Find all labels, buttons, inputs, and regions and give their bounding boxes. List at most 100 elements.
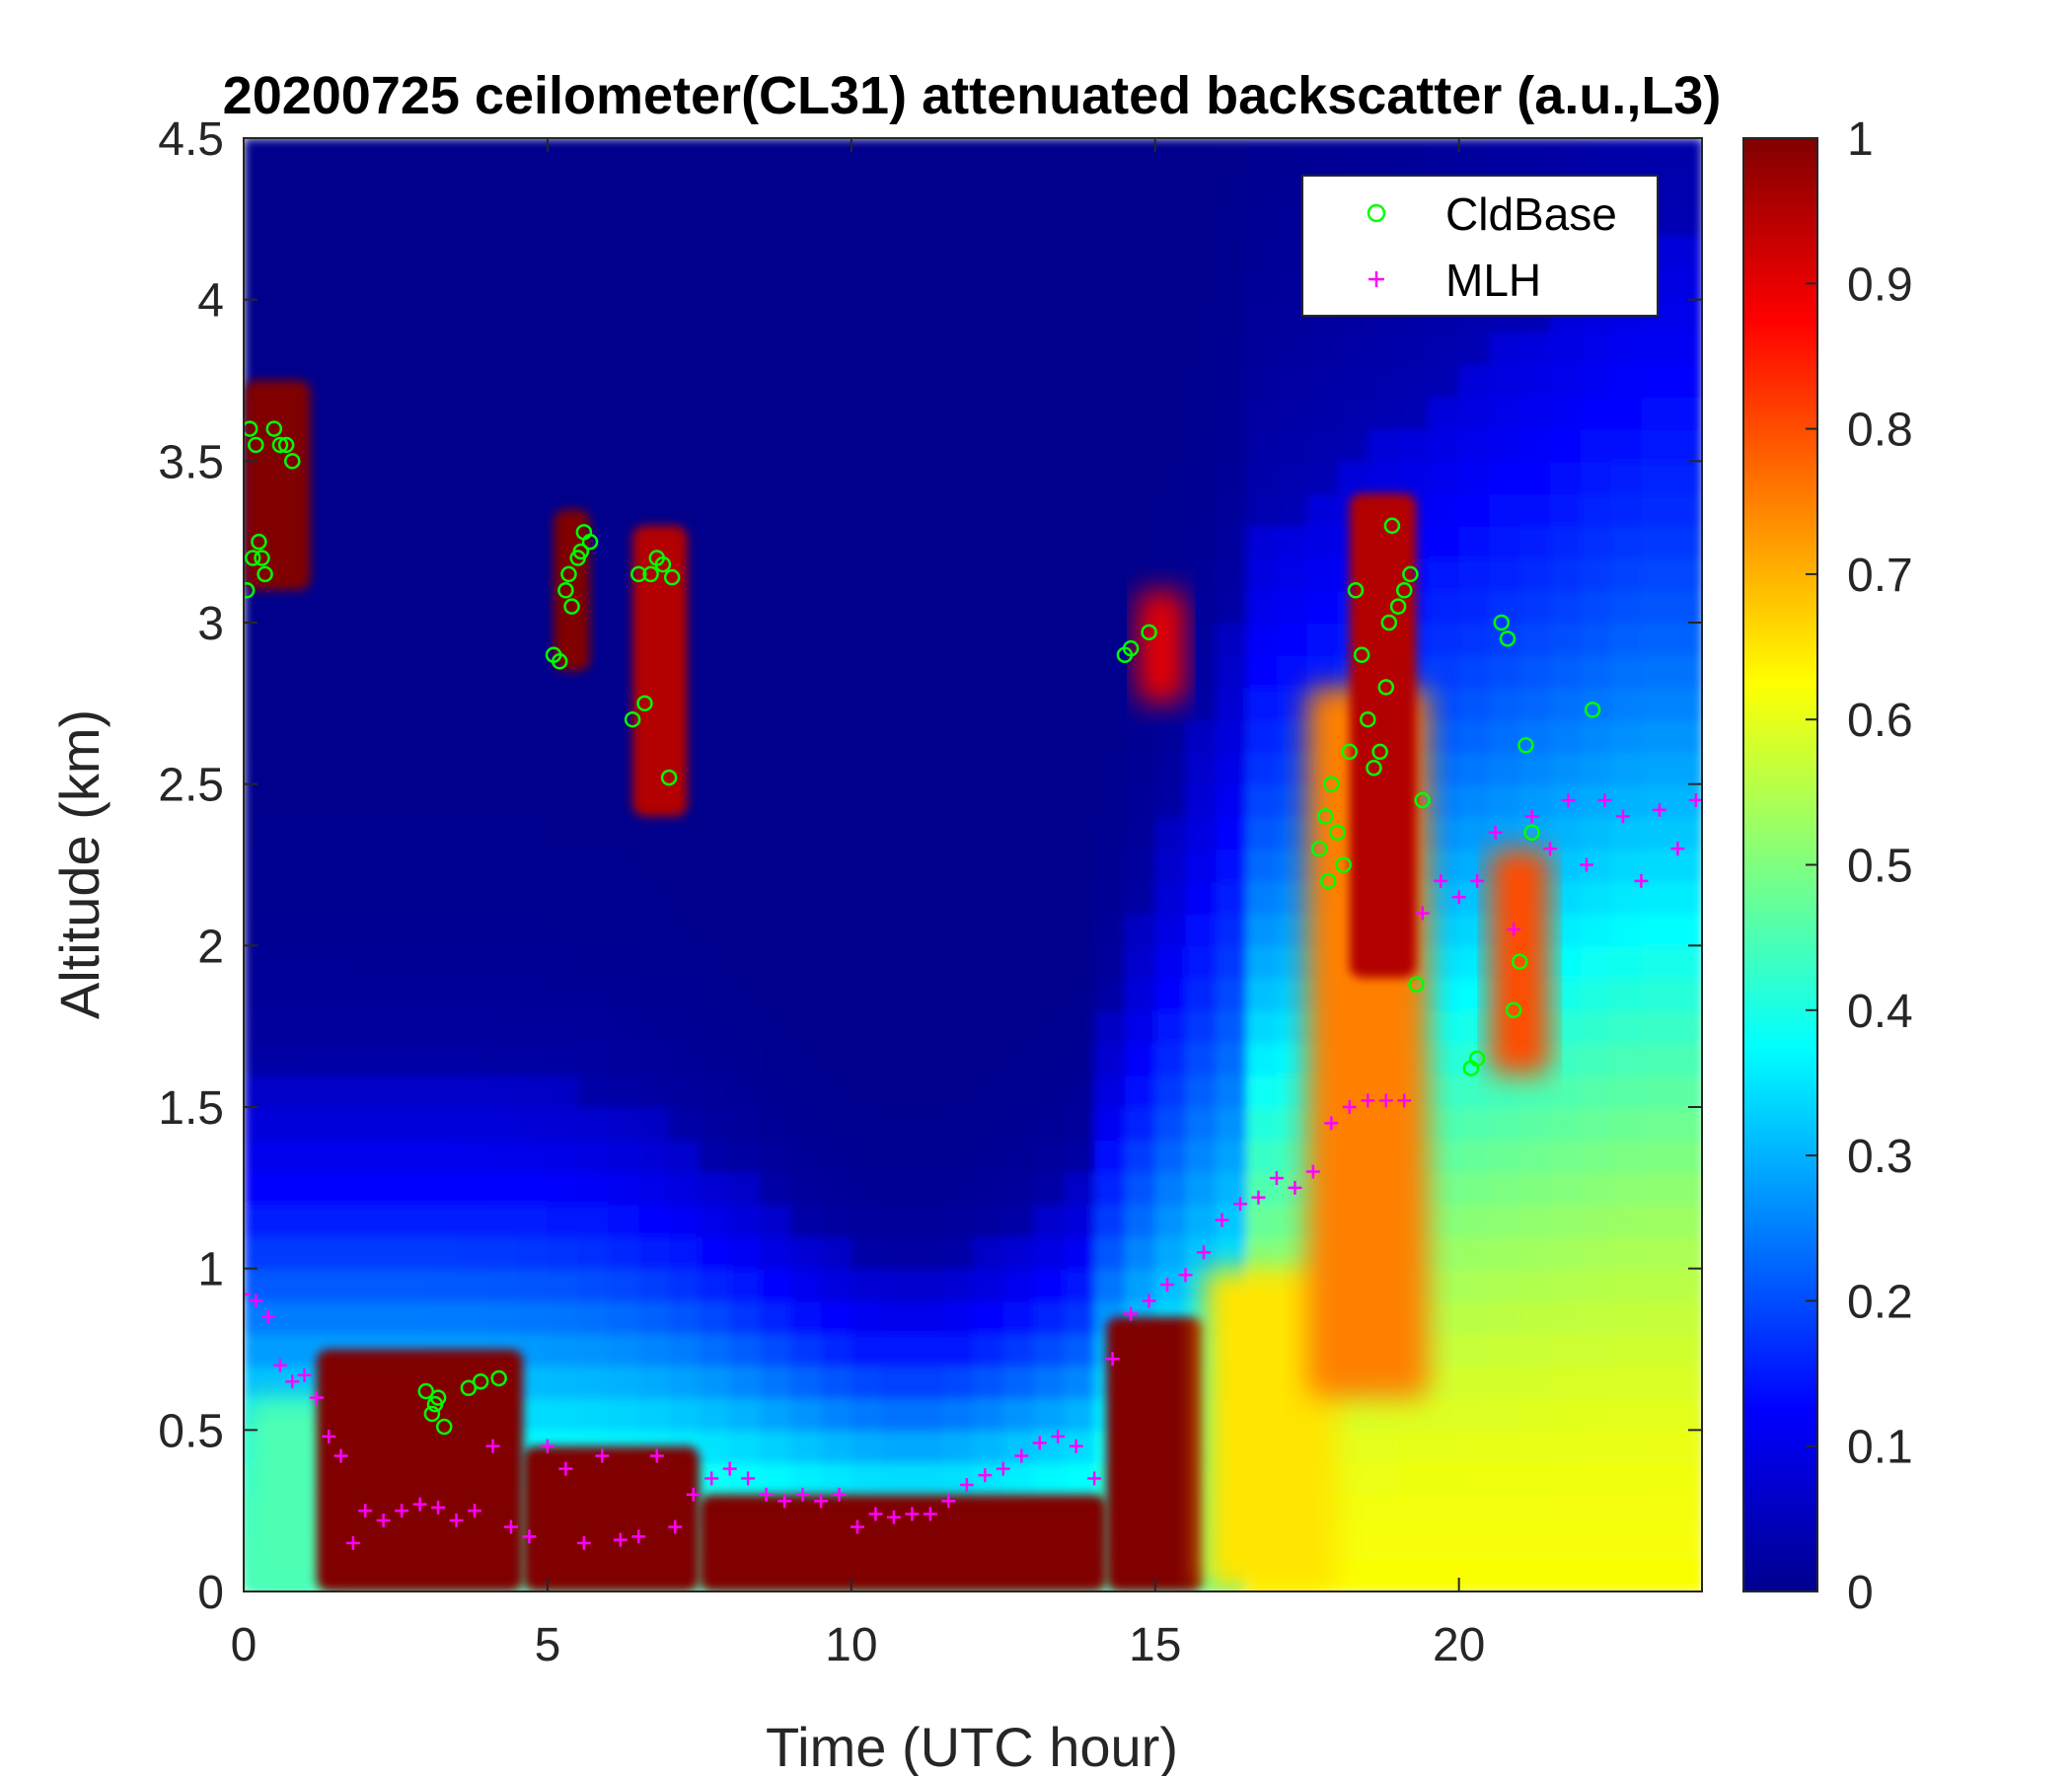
- heatmap-cell: [608, 332, 640, 366]
- heatmap-cell: [1580, 1107, 1612, 1141]
- heatmap-cell: [729, 1365, 762, 1399]
- heatmap-cell: [1610, 978, 1643, 1011]
- heatmap-cell: [334, 170, 367, 204]
- heatmap-cell: [1064, 493, 1096, 527]
- heatmap-cell: [456, 525, 488, 559]
- heatmap-cell: [1094, 364, 1126, 398]
- heatmap-cell: [1002, 493, 1035, 527]
- heatmap-cell: [365, 332, 397, 366]
- heatmap-cell: [456, 719, 488, 753]
- heatmap-cell: [1641, 138, 1673, 172]
- heatmap-cell: [1094, 719, 1126, 753]
- heatmap-cell: [790, 1204, 823, 1237]
- heatmap-cell: [1064, 1139, 1096, 1173]
- heatmap-cell: [1489, 1430, 1521, 1464]
- mlh-point: [1488, 825, 1503, 840]
- heatmap-cell: [851, 1268, 883, 1302]
- heatmap-cell: [1033, 364, 1066, 398]
- heatmap-cell: [608, 816, 640, 851]
- heatmap-cell: [942, 364, 974, 398]
- heatmap-cell: [912, 1235, 944, 1270]
- heatmap-cell: [760, 623, 792, 656]
- heatmap-cell: [1124, 428, 1156, 463]
- heatmap-cell: [365, 1074, 397, 1108]
- mlh-series: [244, 793, 1702, 1550]
- heatmap-cell: [1428, 623, 1460, 656]
- heatmap-cell: [1276, 428, 1308, 463]
- heatmap-cell: [486, 687, 519, 721]
- heatmap-cell: [1398, 1494, 1430, 1528]
- heatmap-cell: [547, 461, 579, 495]
- heatmap-cell: [547, 299, 579, 333]
- heatmap-cell: [1154, 493, 1187, 527]
- heatmap-cell: [577, 978, 610, 1011]
- cldbase-point: [1499, 630, 1517, 647]
- heatmap-cell: [1276, 1009, 1308, 1044]
- heatmap-cell: [729, 299, 762, 333]
- heatmap-cell: [486, 1300, 519, 1335]
- heatmap-cell: [1033, 1009, 1066, 1044]
- heatmap-cell: [486, 1139, 519, 1173]
- cldbase-point: [1584, 702, 1601, 718]
- heatmap-cell: [244, 266, 275, 301]
- cldbase-point: [1389, 598, 1407, 615]
- heatmap-cell: [1002, 687, 1035, 721]
- heatmap-cell: [1185, 525, 1218, 559]
- heatmap-cell: [821, 1171, 852, 1206]
- heatmap-cell: [1610, 1009, 1643, 1044]
- heatmap-cell: [1033, 557, 1066, 592]
- heatmap-cell: [912, 1300, 944, 1335]
- heatmap-cell: [1458, 1235, 1491, 1270]
- heatmap-cell: [456, 235, 488, 268]
- mlh-point: [777, 1494, 792, 1509]
- heatmap-cell: [973, 849, 1004, 882]
- heatmap-cell: [395, 1139, 427, 1173]
- heatmap-cell: [1428, 1365, 1460, 1399]
- heatmap-cell: [547, 1333, 579, 1367]
- heatmap-cell: [1276, 1204, 1308, 1237]
- heatmap-cell: [638, 1171, 671, 1206]
- heatmap-cell: [577, 719, 610, 753]
- heatmap-cell: [669, 1300, 701, 1335]
- heatmap-cell: [669, 913, 701, 947]
- heatmap-cell: [1580, 1204, 1612, 1237]
- heatmap-cell: [1002, 880, 1035, 915]
- heatmap-cell: [638, 1074, 671, 1108]
- heatmap-cell: [425, 1171, 458, 1206]
- heatmap-cell: [638, 461, 671, 495]
- heatmap-cell: [790, 202, 823, 237]
- heatmap-cell: [1064, 266, 1096, 301]
- heatmap-cell: [1671, 1235, 1702, 1270]
- heatmap-cell: [395, 849, 427, 882]
- heatmap-cell: [547, 1204, 579, 1237]
- heatmap-cell: [1519, 525, 1552, 559]
- heatmap-cell: [1519, 1430, 1552, 1464]
- heatmap-cell: [425, 1107, 458, 1141]
- heatmap-cell: [638, 945, 671, 980]
- heatmap-cell: [760, 751, 792, 785]
- heatmap-cell: [881, 590, 914, 624]
- heatmap-cell: [973, 978, 1004, 1011]
- heatmap-cell: [1641, 719, 1673, 753]
- heatmap-cell: [669, 1171, 701, 1206]
- heatmap-cell: [395, 428, 427, 463]
- heatmap-cell: [1033, 266, 1066, 301]
- heatmap-cell: [1610, 1042, 1643, 1076]
- heatmap-cell: [1002, 913, 1035, 947]
- heatmap-cell: [608, 1107, 640, 1141]
- heatmap-cell: [425, 913, 458, 947]
- heatmap-cell: [517, 299, 549, 333]
- legend-cldbase-label: CldBase: [1445, 188, 1617, 240]
- heatmap-cell: [729, 138, 762, 172]
- heatmap-cell: [1033, 396, 1066, 430]
- heatmap-cell: [821, 654, 852, 689]
- heatmap-cell: [517, 557, 549, 592]
- heatmap-cell: [425, 751, 458, 785]
- heatmap-cell: [1610, 1365, 1643, 1399]
- heatmap-cell: [1094, 1107, 1126, 1141]
- heatmap-cell: [1368, 396, 1400, 430]
- heatmap-cell: [304, 170, 336, 204]
- heatmap-cell: [425, 525, 458, 559]
- heatmap-cell: [425, 557, 458, 592]
- heatmap-cell: [851, 235, 883, 268]
